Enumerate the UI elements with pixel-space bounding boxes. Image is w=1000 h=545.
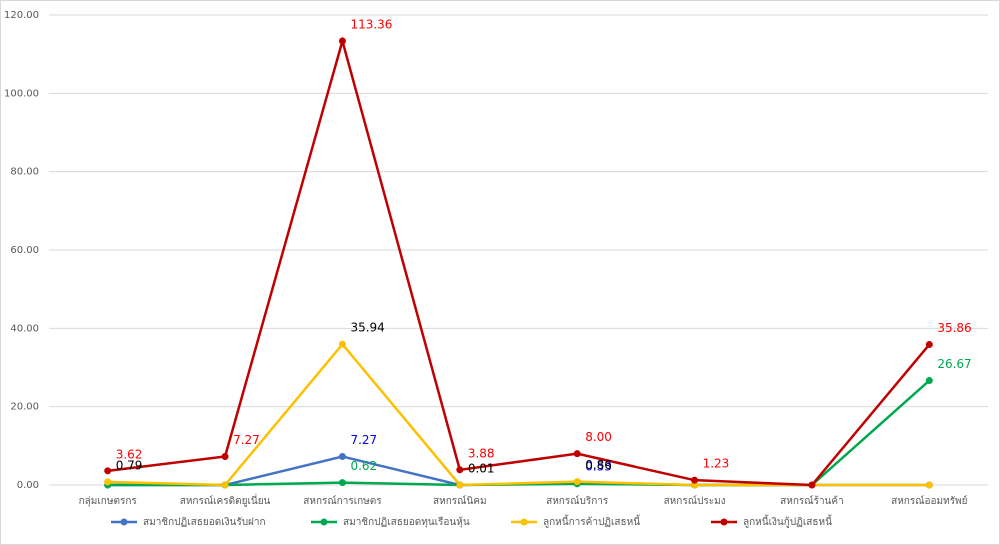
y-tick-label: 80.00	[10, 167, 39, 178]
data-label: 113.36	[350, 18, 392, 32]
data-label: 0.62	[350, 459, 377, 473]
data-label: 3.62	[116, 447, 143, 461]
x-tick-label: สหกรณ์ร้านค้า	[780, 495, 844, 507]
series-line	[107, 36, 931, 487]
data-label: 35.94	[350, 321, 384, 335]
y-tick-label: 40.00	[10, 323, 39, 334]
data-point	[221, 453, 229, 461]
data-point	[456, 466, 464, 474]
data-point	[104, 478, 112, 486]
data-label: 0.01	[468, 461, 495, 475]
x-tick-label: กลุ่มเกษตรกร	[79, 496, 138, 507]
legend-marker	[520, 518, 528, 526]
x-tick-label: สหกรณ์การเกษตร	[303, 495, 382, 507]
data-point	[338, 453, 346, 461]
data-label: 8.00	[585, 430, 612, 444]
data-point	[691, 481, 699, 489]
legend-label: ลูกหนี้เงินกู้ปฏิเสธหนี้	[743, 514, 833, 528]
data-point	[104, 467, 112, 475]
data-label: 7.27	[350, 433, 377, 447]
data-label: 35.86	[937, 321, 971, 335]
data-point	[691, 476, 699, 484]
data-point	[221, 481, 229, 489]
legend-label: ลูกหนี้การค้าปฏิเสธหนี้	[543, 514, 641, 528]
data-label: 3.88	[468, 446, 495, 460]
data-point	[925, 377, 933, 385]
legend-marker	[720, 518, 728, 526]
data-label: 0.79	[116, 458, 143, 472]
legend-label: สมาชิกปฏิเสธยอดทุนเรือนหุ้น	[343, 516, 470, 528]
data-point	[925, 341, 933, 349]
data-point	[338, 479, 346, 487]
data-label: 26.67	[937, 357, 971, 371]
legend-label: สมาชิกปฏิเสธยอดเงินรับฝาก	[143, 517, 266, 528]
data-point	[573, 478, 581, 486]
data-point	[338, 340, 346, 348]
data-label: 7.27	[233, 433, 260, 447]
y-tick-label: 60.00	[10, 245, 39, 256]
y-tick-label: 120.00	[4, 10, 39, 21]
data-label: 0.86	[585, 458, 612, 472]
data-label: 0.53	[585, 459, 612, 473]
y-tick-label: 20.00	[10, 402, 39, 413]
data-point	[338, 37, 346, 45]
legend-marker	[120, 518, 128, 526]
legend-marker	[320, 518, 328, 526]
x-tick-label: สหกรณ์เครดิตยูเนี่ยน	[180, 493, 271, 507]
x-tick-label: สหกรณ์ออมทรัพย์	[891, 495, 967, 507]
data-point	[573, 450, 581, 458]
x-tick-label: สหกรณ์นิคม	[433, 495, 487, 507]
x-tick-label: สหกรณ์ประมง	[664, 495, 726, 507]
series-line	[107, 342, 930, 487]
data-point	[925, 481, 933, 489]
data-label: 1.23	[703, 457, 730, 471]
data-point	[808, 481, 816, 489]
data-point	[456, 481, 464, 489]
x-tick-label: สหกรณ์บริการ	[546, 495, 609, 507]
y-tick-label: 100.00	[4, 88, 39, 99]
y-tick-label: 0.00	[17, 480, 39, 491]
